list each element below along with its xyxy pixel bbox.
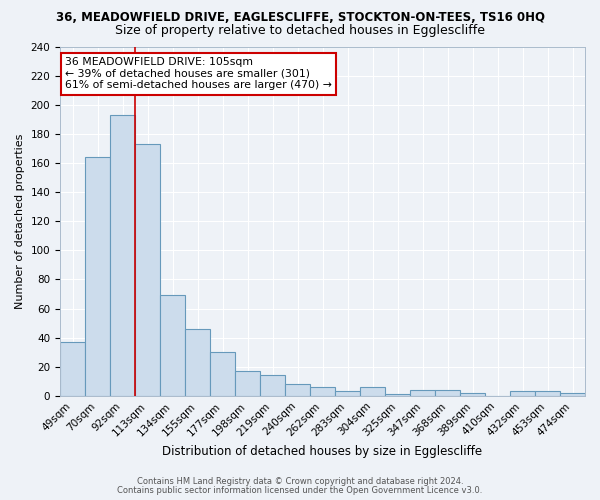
Text: 36 MEADOWFIELD DRIVE: 105sqm
← 39% of detached houses are smaller (301)
61% of s: 36 MEADOWFIELD DRIVE: 105sqm ← 39% of de… xyxy=(65,57,332,90)
Y-axis label: Number of detached properties: Number of detached properties xyxy=(15,134,25,309)
Bar xyxy=(310,387,335,396)
Bar xyxy=(560,393,585,396)
Bar xyxy=(385,394,410,396)
Bar xyxy=(435,390,460,396)
Text: Size of property relative to detached houses in Egglescliffe: Size of property relative to detached ho… xyxy=(115,24,485,37)
Bar xyxy=(185,329,210,396)
Bar xyxy=(60,342,85,396)
Bar xyxy=(135,144,160,396)
Bar xyxy=(410,390,435,396)
Bar xyxy=(535,392,560,396)
Text: 36, MEADOWFIELD DRIVE, EAGLESCLIFFE, STOCKTON-ON-TEES, TS16 0HQ: 36, MEADOWFIELD DRIVE, EAGLESCLIFFE, STO… xyxy=(56,11,545,24)
Bar xyxy=(460,393,485,396)
Bar xyxy=(510,392,535,396)
Bar xyxy=(260,376,285,396)
Bar xyxy=(360,387,385,396)
Bar xyxy=(85,157,110,396)
Bar xyxy=(160,296,185,396)
Bar xyxy=(210,352,235,396)
Text: Contains HM Land Registry data © Crown copyright and database right 2024.: Contains HM Land Registry data © Crown c… xyxy=(137,477,463,486)
Bar xyxy=(235,371,260,396)
Bar xyxy=(285,384,310,396)
X-axis label: Distribution of detached houses by size in Egglescliffe: Distribution of detached houses by size … xyxy=(163,444,482,458)
Bar xyxy=(335,392,360,396)
Text: Contains public sector information licensed under the Open Government Licence v3: Contains public sector information licen… xyxy=(118,486,482,495)
Bar xyxy=(110,115,135,396)
